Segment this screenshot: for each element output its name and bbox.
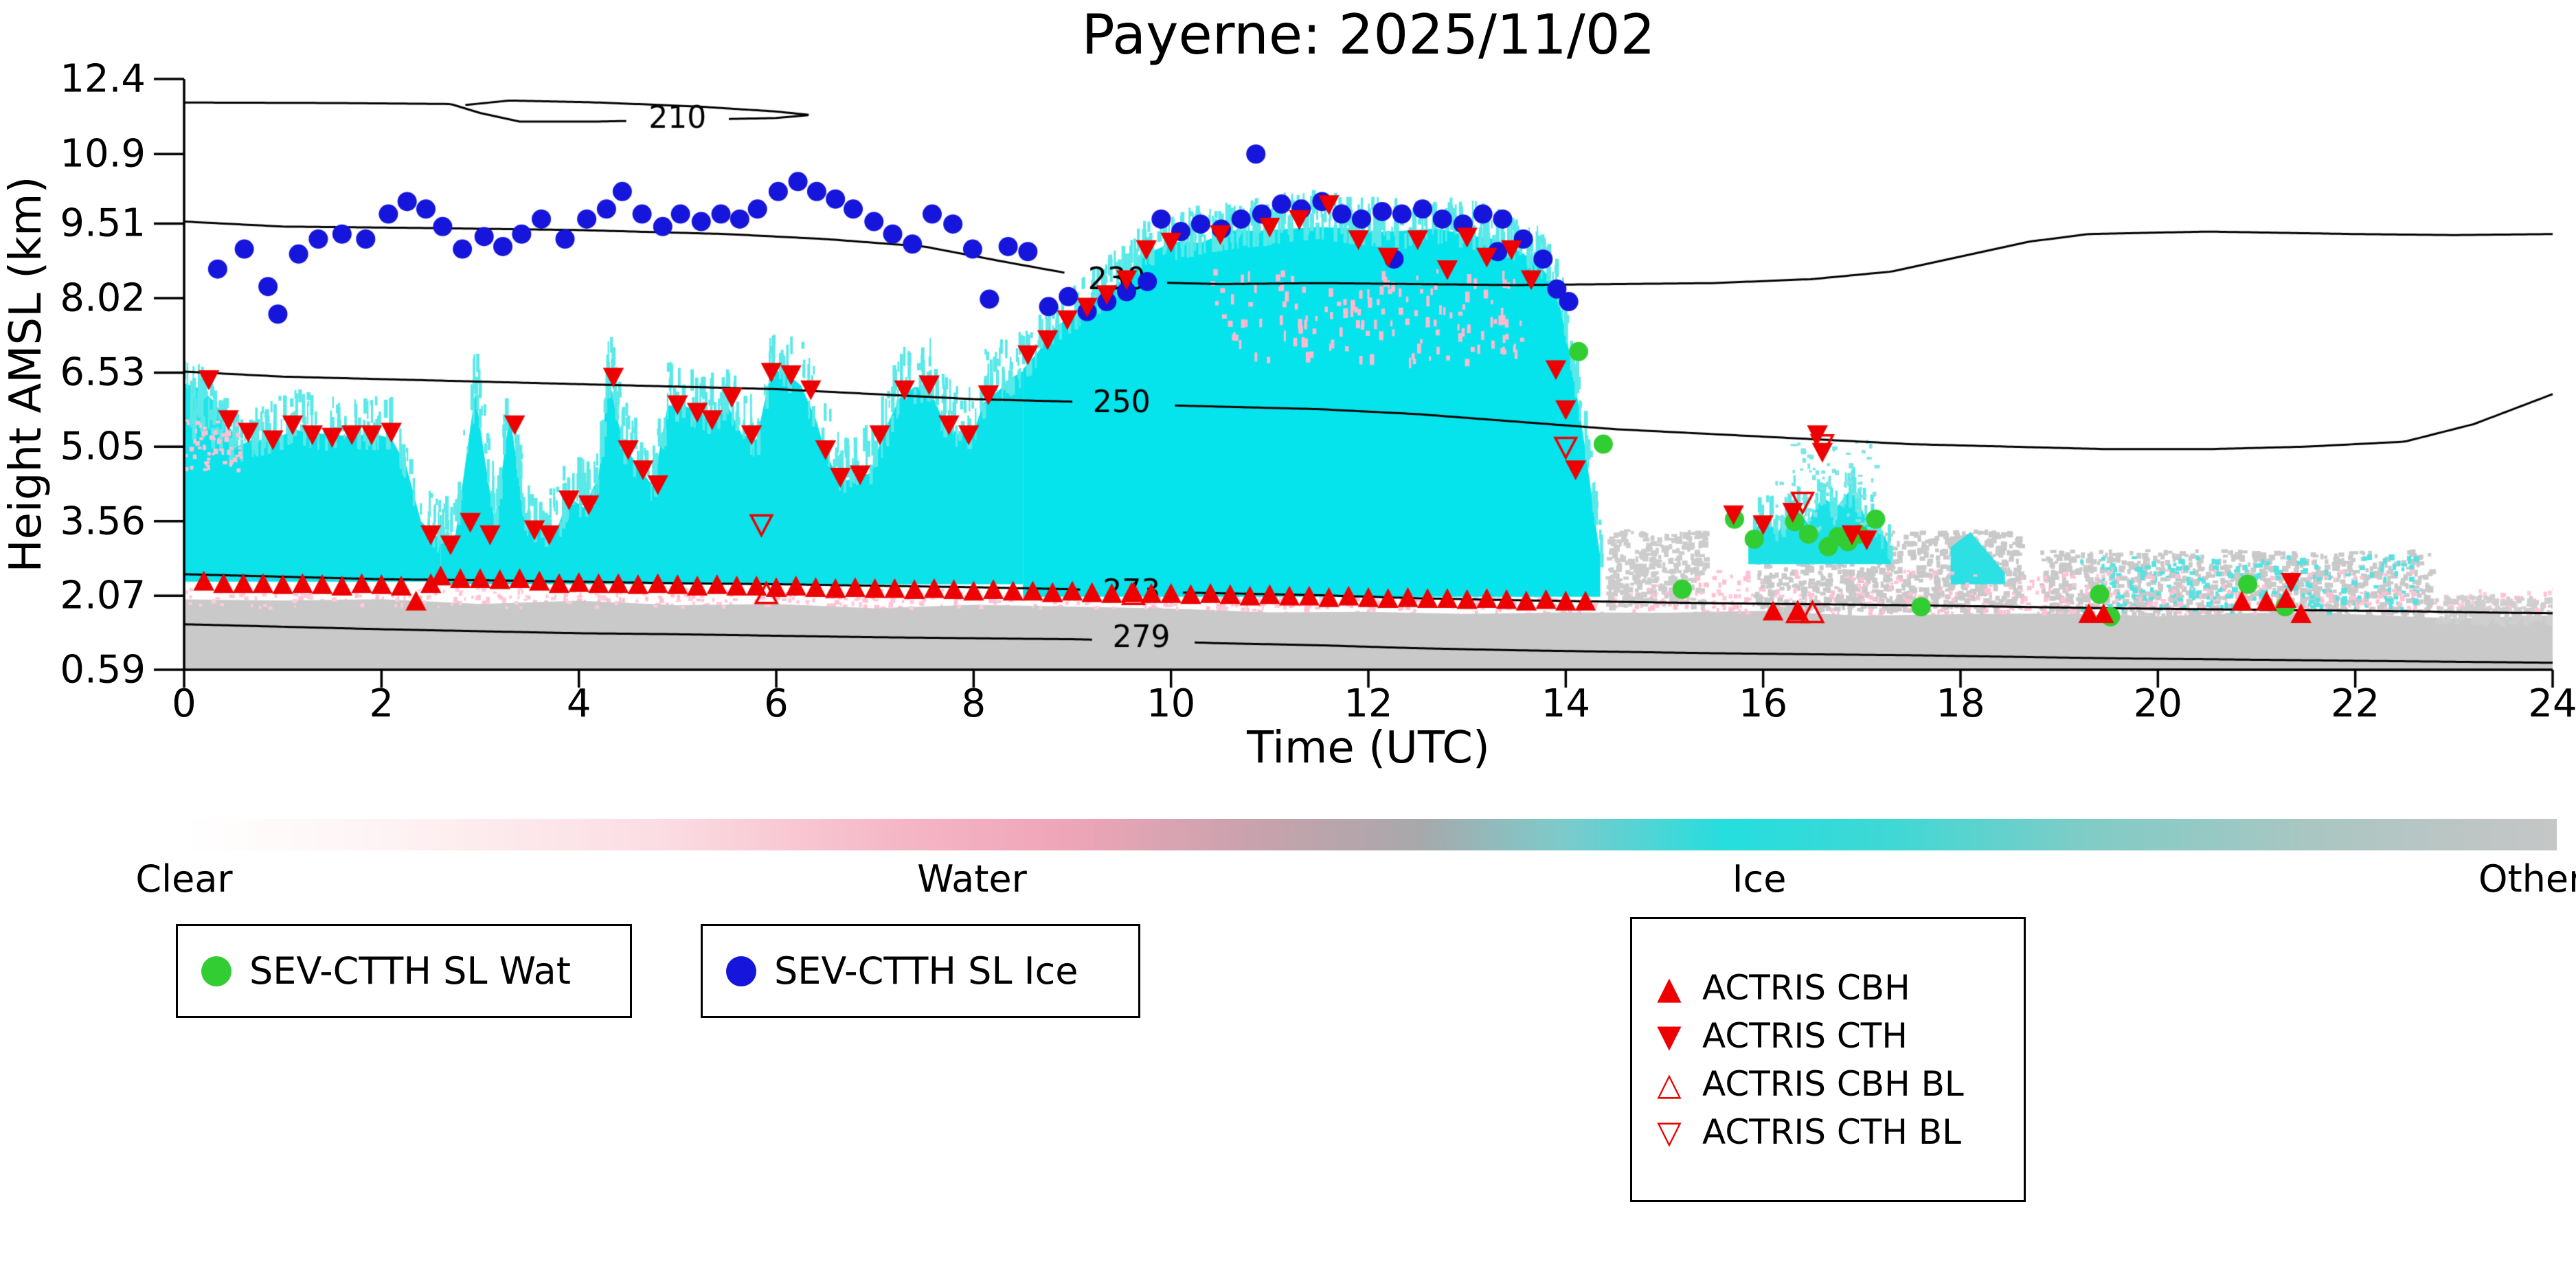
x-axis-label: Time (UTC) [1247, 723, 1490, 773]
legend-sev-ctth-ice: SEV-CTTH SL Ice [701, 924, 1140, 1018]
triangle-up-open-icon: △ [1657, 1065, 1682, 1103]
classification-colorbar [184, 819, 2557, 850]
triangle-down-filled-icon: ▼ [1657, 1017, 1682, 1054]
y-tick-label: 12.4 [60, 56, 146, 102]
triangle-down-open-icon: ▽ [1657, 1113, 1682, 1151]
x-tick-label: 14 [1541, 681, 1590, 726]
x-tick-label: 10 [1146, 681, 1196, 726]
blue-circle-icon [726, 956, 756, 986]
y-tick-label: 0.59 [60, 647, 146, 692]
y-tick-label: 6.53 [60, 350, 146, 395]
legend-label-wat: SEV-CTTH SL Wat [249, 949, 571, 993]
legend-actris: ▲ ACTRIS CBH ▼ ACTRIS CTH △ ACTRIS CBH B… [1630, 917, 2026, 1202]
y-tick-label: 5.05 [60, 424, 146, 469]
legend-row-cbh: ▲ ACTRIS CBH [1651, 968, 1910, 1008]
legend-row-cth-bl: ▽ ACTRIS CTH BL [1651, 1112, 1961, 1152]
colorbar-label-other: Other [2478, 857, 2576, 901]
green-circle-icon [201, 956, 231, 986]
legend-label-cbh: ACTRIS CBH [1702, 967, 1910, 1008]
x-tick-label: 22 [2331, 681, 2380, 726]
chart-title: Payerne: 2025/11/02 [1081, 3, 1656, 67]
x-tick-label: 4 [566, 681, 591, 726]
y-axis-label: Height AMSL (km) [1, 176, 52, 573]
colorbar-label-water: Water [917, 857, 1027, 901]
legend-sev-ctth-wat: SEV-CTTH SL Wat [176, 924, 632, 1018]
x-tick-label: 8 [961, 681, 986, 726]
triangle-up-filled-icon: ▲ [1657, 969, 1682, 1006]
legend-row-cbh-bl: △ ACTRIS CBH BL [1651, 1063, 1964, 1104]
y-tick-label: 3.56 [60, 499, 146, 544]
x-tick-label: 18 [1936, 681, 1985, 726]
legend-label-ice: SEV-CTTH SL Ice [774, 949, 1078, 993]
x-tick-label: 16 [1739, 681, 1788, 726]
x-tick-label: 20 [2133, 681, 2182, 726]
x-tick-label: 2 [369, 681, 394, 726]
legend-label-cbh-bl: ACTRIS CBH BL [1702, 1063, 1964, 1104]
x-tick-label: 12 [1344, 681, 1393, 726]
x-tick-label: 24 [2528, 681, 2576, 726]
legend-label-cth: ACTRIS CTH [1702, 1015, 1908, 1056]
colorbar-label-ice: Ice [1732, 857, 1787, 901]
colorbar-label-clear: Clear [135, 857, 233, 901]
y-tick-label: 2.07 [60, 573, 146, 618]
x-tick-label: 6 [764, 681, 789, 726]
plot-canvas [150, 65, 2573, 704]
legend-row-cth: ▼ ACTRIS CTH [1651, 1016, 1908, 1056]
y-tick-label: 10.9 [60, 131, 146, 177]
y-tick-label: 8.02 [60, 275, 146, 321]
legend-label-cth-bl: ACTRIS CTH BL [1702, 1111, 1962, 1152]
x-tick-label: 0 [172, 681, 196, 726]
y-tick-label: 9.51 [60, 201, 146, 246]
